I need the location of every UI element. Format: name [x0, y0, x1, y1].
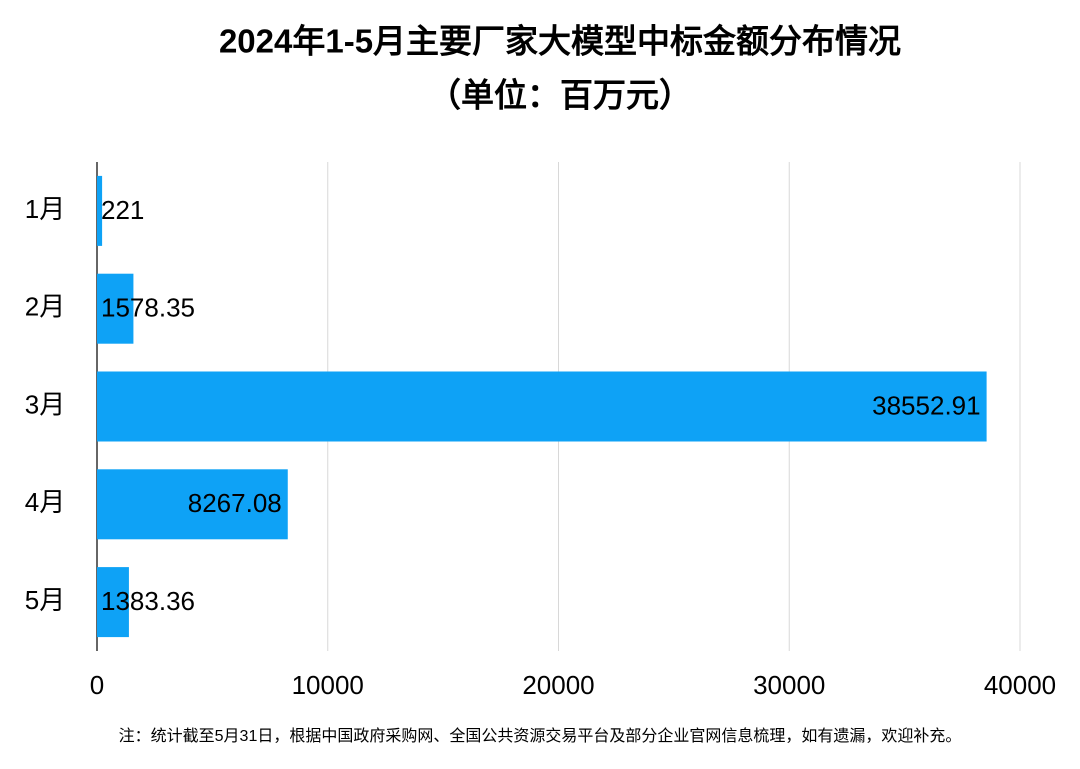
y-tick-label: 1月: [25, 194, 65, 224]
bar: [97, 371, 987, 442]
data-label: 1578.35: [101, 293, 195, 323]
chart-title: 2024年1-5月主要厂家大模型中标金额分布情况: [219, 23, 901, 60]
data-label: 221: [101, 195, 144, 225]
bar: [97, 567, 129, 638]
x-tick-label: 10000: [292, 670, 364, 700]
chart-subtitle: （单位：百万元）: [428, 77, 692, 114]
x-tick-label: 30000: [753, 670, 825, 700]
x-tick-label: 0: [90, 670, 104, 700]
footnote: 注：统计截至5月31日，根据中国政府采购网、全国公共资源交易平台及部分企业官网信…: [119, 727, 962, 745]
data-label: 8267.08: [188, 488, 282, 518]
data-label: 38552.91: [872, 390, 980, 420]
x-tick-label: 20000: [522, 670, 594, 700]
y-tick-label: 4月: [25, 487, 65, 517]
bar: [97, 273, 134, 344]
x-tick-label: 40000: [984, 670, 1056, 700]
data-label: 1383.36: [101, 586, 195, 616]
bar: [97, 175, 103, 246]
y-tick-label: 5月: [25, 585, 65, 615]
y-tick-label: 2月: [25, 292, 65, 322]
bar: [97, 469, 288, 540]
y-tick-label: 3月: [25, 389, 65, 419]
